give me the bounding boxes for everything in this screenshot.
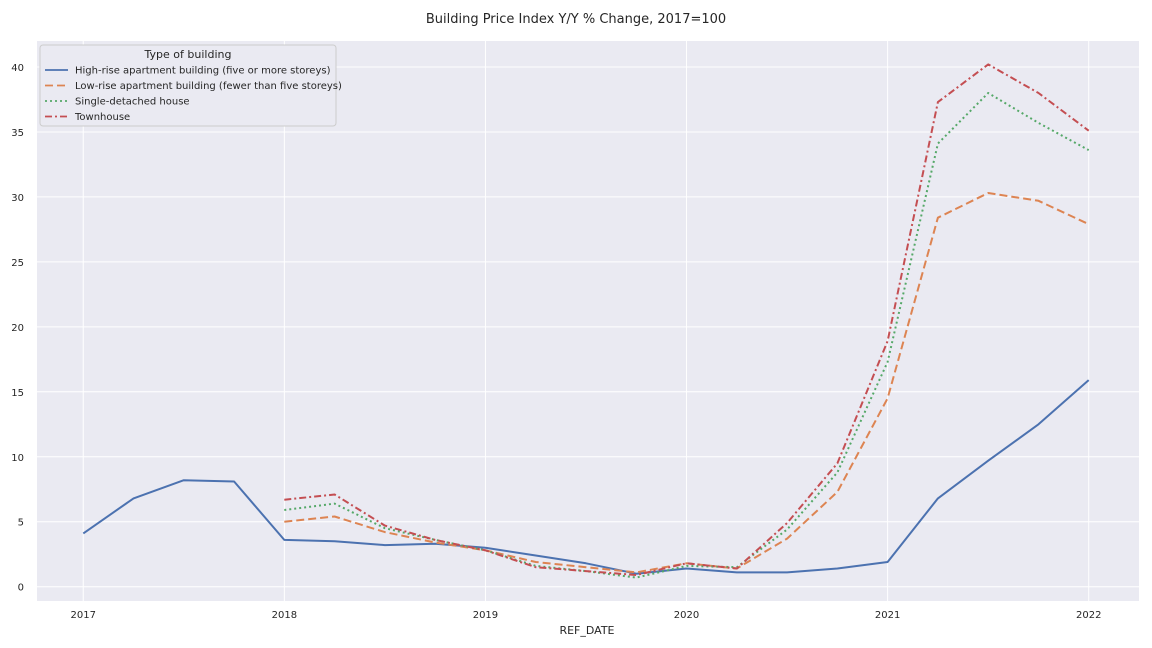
y-tick-label: 35 [11,128,24,139]
legend-title: Type of building [144,48,232,61]
legend-label: High-rise apartment building (five or mo… [75,66,331,77]
x-tick-label: 2017 [71,610,96,621]
y-tick-label: 30 [11,193,24,204]
x-tick-label: 2018 [272,610,297,621]
grid-lines [37,41,1139,601]
series-line-1 [82,379,1090,575]
y-tick-label: 20 [11,323,24,334]
legend-label: Townhouse [74,112,130,123]
x-tick-labels: 2017 2018 2019 2020 2021 2022 [71,610,1102,621]
legend: Type of building High-rise apartment bui… [39,44,342,127]
legend-label: Low-rise apartment building (fewer than … [75,81,342,92]
y-tick-label: 15 [11,388,24,399]
x-tick-label: 2020 [674,610,699,621]
y-tick-label: 0 [18,583,24,594]
series-line-3 [284,92,1090,579]
x-tick-label: 2019 [473,610,498,621]
x-tick-label: 2021 [875,610,900,621]
series-line-2 [284,192,1090,574]
plot-area [37,41,1139,601]
y-tick-labels: 0 5 10 15 20 25 30 35 40 [11,63,24,594]
legend-box [39,44,337,127]
y-tick-label: 40 [11,63,24,74]
x-tick-label: 2022 [1076,610,1101,621]
series-lines [82,63,1090,579]
x-axis-label: REF_DATE [559,624,614,637]
y-tick-label: 10 [11,453,24,464]
y-tick-label: 5 [18,518,24,529]
y-tick-label: 25 [11,258,24,269]
chart-title: Building Price Index Y/Y % Change, 2017=… [426,12,726,27]
legend-label: Single-detached house [75,97,190,108]
